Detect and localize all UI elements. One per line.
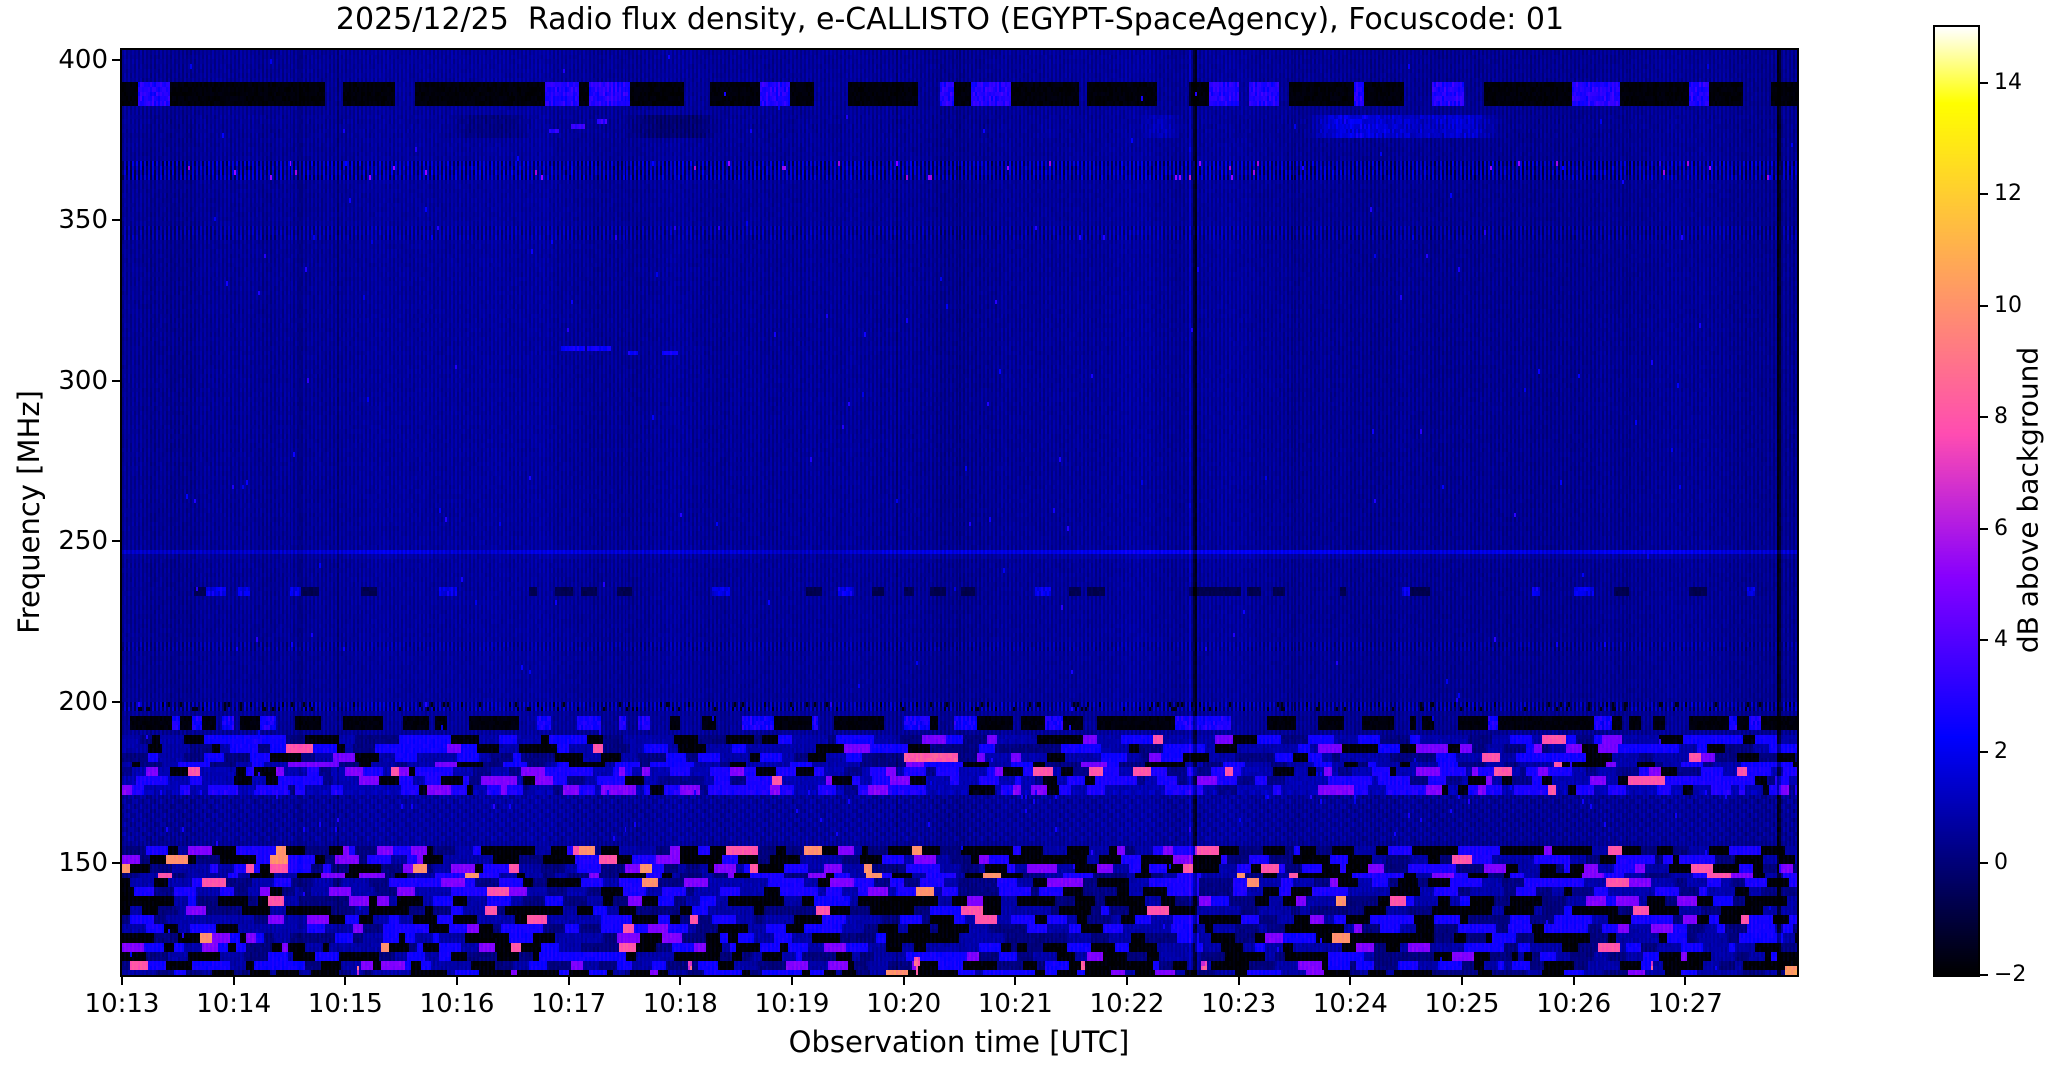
x-tick-label: 10:22 — [1089, 989, 1165, 1019]
x-tick-label: 10:27 — [1647, 989, 1723, 1019]
x-tick-label: 10:17 — [531, 989, 607, 1019]
y-tick — [112, 58, 120, 61]
colorbar-tick — [1980, 193, 1988, 196]
y-tick — [112, 861, 120, 864]
colorbar-tick-label: 10 — [1994, 292, 2022, 318]
y-tick-label: 250 — [58, 526, 108, 557]
colorbar-title: dB above background — [2011, 346, 2045, 654]
x-tick-label: 10:14 — [196, 989, 272, 1019]
colorbar-tick — [1980, 750, 1988, 753]
y-tick-label: 300 — [58, 365, 108, 396]
x-tick — [1349, 977, 1352, 985]
x-tick — [567, 977, 570, 985]
y-tick — [112, 219, 120, 222]
y-tick-label: 350 — [58, 205, 108, 236]
y-tick-label: 200 — [58, 686, 108, 717]
x-tick — [1572, 977, 1575, 985]
x-tick-label: 10:23 — [1201, 989, 1277, 1019]
x-tick — [456, 977, 458, 985]
x-tick-label: 10:18 — [642, 989, 718, 1019]
y-axis-title: Frequency [MHz] — [12, 390, 46, 634]
x-tick — [1014, 977, 1017, 985]
x-tick — [902, 977, 905, 985]
colorbar-tick-label: 2 — [1994, 738, 2008, 764]
colorbar-tick — [1980, 639, 1988, 642]
x-tick-label: 10:13 — [84, 989, 160, 1019]
x-tick — [1684, 977, 1687, 985]
colorbar-tick — [1980, 81, 1988, 84]
colorbar-tick — [1980, 416, 1988, 419]
x-tick — [1461, 977, 1463, 985]
x-tick — [679, 977, 682, 985]
y-tick — [112, 700, 120, 703]
x-tick — [1237, 977, 1240, 985]
x-tick — [232, 977, 235, 985]
x-tick-label: 10:20 — [866, 989, 942, 1019]
x-tick — [121, 977, 123, 985]
colorbar-tick-label: 4 — [1994, 627, 2008, 653]
y-tick — [112, 379, 120, 382]
y-tick-label: 150 — [58, 847, 108, 878]
colorbar-tick — [1980, 862, 1988, 865]
colorbar-tick-label: 0 — [1994, 850, 2008, 876]
colorbar-tick-label: 14 — [1994, 69, 2022, 95]
x-tick-label: 10:19 — [754, 989, 830, 1019]
x-tick-label: 10:21 — [977, 989, 1053, 1019]
colorbar-tick-label: 8 — [1994, 404, 2008, 430]
colorbar-canvas — [1935, 27, 1978, 975]
plot-frame — [120, 48, 1799, 977]
colorbar-tick-label: 12 — [1994, 181, 2022, 207]
x-tick — [1126, 977, 1128, 985]
colorbar-tick — [1980, 527, 1988, 530]
spectrogram-canvas — [122, 50, 1797, 975]
colorbar-tick-label: 6 — [1994, 515, 2008, 541]
x-tick-label: 10:15 — [307, 989, 383, 1019]
y-tick-label: 400 — [58, 44, 108, 75]
colorbar-tick-label: −2 — [1994, 962, 2027, 987]
x-tick-label: 10:16 — [419, 989, 495, 1019]
colorbar-tick — [1980, 974, 1988, 976]
y-tick — [112, 540, 120, 543]
x-tick-label: 10:25 — [1424, 989, 1500, 1019]
colorbar-tick — [1980, 304, 1988, 307]
x-tick — [344, 977, 347, 985]
x-tick-label: 10:26 — [1536, 989, 1612, 1019]
x-tick — [791, 977, 793, 985]
x-tick-label: 10:24 — [1312, 989, 1388, 1019]
colorbar-frame — [1933, 25, 1980, 977]
x-axis-title: Observation time [UTC] — [788, 1025, 1130, 1059]
chart-title: 2025/12/25 Radio flux density, e-CALLIST… — [335, 2, 1565, 37]
